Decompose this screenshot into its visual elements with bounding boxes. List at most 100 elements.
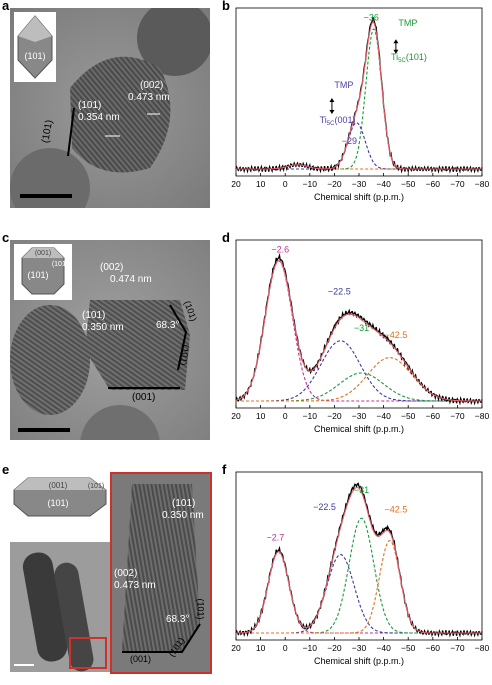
x-tick-label: −70 [450,643,465,653]
x-tick-label: 10 [256,411,266,421]
lattice-plane-c-mid: (101) [82,310,106,321]
x-axis-label: Chemical shift (p.p.m.) [314,656,404,666]
x-tick-label: −50 [401,643,416,653]
panel-label-d: d [222,230,230,245]
lattice-label-e-2: (002) 0.473 nm [114,568,156,592]
peak-annotation: −29 [342,136,357,146]
peak-annotation: −2.7 [266,533,284,543]
peak-annotation: −36 [364,13,379,23]
x-tick-label: −80 [475,411,490,421]
x-tick-label: 20 [231,411,241,421]
x-tick-label: −60 [426,179,441,189]
peak-annotation: Ti5C(001) [320,115,356,127]
peak-annotation: TMP [334,80,353,90]
lattice-label-e-1: (101) 0.350 nm [162,498,204,522]
tem-zoom-e: (101) 0.350 nm (002) 0.473 nm 68.3° (001… [110,472,212,674]
x-tick-label: −40 [376,643,391,653]
x-tick-label: 20 [231,643,241,653]
tem-graphic-a [10,8,210,208]
x-tick-label: 0 [283,411,288,421]
peak-annotation: TMP [398,18,417,28]
experimental-spectrum [235,16,483,174]
x-tick-label: −20 [327,411,342,421]
arrow-head-down [329,110,335,114]
lattice-label-a-1: (101) 0.354 nm [78,100,120,124]
panel-label-b: b [222,0,230,13]
tem-image-a: (101) (101) 0.354 nm (002) 0.473 nm (101… [10,8,210,208]
peak-annotation: Ti5C(101) [391,52,427,64]
lattice-plane-e-2: (002) [114,568,138,579]
nmr-chart-d: 20 10 0 −10 −20 −30 −40 −50 −60 −70 −80 Chemical sh… [231,239,489,445]
edge-label-e-3: (101) [195,598,206,620]
inset-facet-e-2: (001) [49,481,68,490]
x-tick-label: −50 [401,179,416,189]
lattice-label-c-top: (002) 0.474 nm [100,262,152,286]
x-tick-label: −60 [426,643,441,653]
lattice-plane-a-2: (002) [140,80,164,91]
x-tick-label: −80 [475,643,490,653]
inset-facet-c-1: (101) [27,270,48,280]
inset-facet-c-3: (001) [35,250,51,257]
lattice-spacing-a-1: 0.354 nm [78,112,120,123]
x-tick-label: −10 [303,643,318,653]
inset-facet-e-3: (101) [88,483,104,490]
lattice-plane-e-1: (101) [172,498,196,509]
nmr-chart-d-svg: 20 10 0 −10 −20 −30 −40 −50 −60 −70 −80 Chemical sh… [231,239,489,434]
x-tick-label: −30 [352,643,367,653]
peak-annotation: −42.5 [385,505,408,515]
peak-annotation: −31 [354,485,369,495]
nmr-chart-f-svg: 20 10 0 −10 −20 −30 −40 −50 −60 −70 −80 Chemical sh… [231,471,489,666]
tem-image-c: (101) (101) (001) (002) 0.474 nm (101) 0… [10,240,210,440]
x-axis-label: Chemical shift (p.p.m.) [314,424,404,434]
fit-component-curve [236,357,482,402]
arrow-head-up [393,39,399,44]
fit-envelope-curve [236,21,482,170]
lattice-spacing-e-2: 0.473 nm [114,580,156,591]
lattice-spacing-e-1: 0.350 nm [162,510,204,521]
fit-component-curve [236,372,482,402]
angle-label-e: 68.3° [166,614,190,625]
lattice-spacing-c-mid: 0.350 nm [82,322,124,333]
lattice-spacing-a-2: 0.473 nm [128,92,170,103]
angle-label-c: 68.3° [156,320,180,331]
x-tick-label: −70 [450,179,465,189]
x-tick-label: −30 [352,179,367,189]
plot-frame [235,471,483,641]
experimental-spectrum [235,482,483,638]
arrow-head-up [329,98,335,102]
x-tick-label: −70 [450,411,465,421]
fit-envelope-curve [235,260,482,402]
plot-frame [235,7,483,177]
peak-annotation: −31 [354,323,369,333]
peak-annotation: −22.5 [328,287,351,297]
fit-component-curve [236,540,482,634]
x-axis-label: Chemical shift (p.p.m.) [314,192,404,202]
nmr-chart-f: 20 10 0 −10 −20 −30 −40 −50 −60 −70 −80 Chemical sh… [231,471,489,677]
x-tick-label: −80 [475,179,490,189]
crystal-inset-c: (101) (101) (001) [14,244,72,300]
inset-facet-a: (101) [24,51,45,61]
panel-label-f: f [222,462,227,477]
x-tick-label: 10 [256,179,266,189]
fit-envelope-curve [236,486,482,634]
lattice-plane-a-1: (101) [78,100,102,111]
x-tick-label: −20 [327,179,342,189]
lattice-plane-c-top: (002) [100,262,124,273]
edge-label-e-1: (001) [130,654,152,664]
fit-component-curve [236,122,482,170]
x-tick-label: −60 [426,411,441,421]
x-tick-label: 0 [283,643,288,653]
inset-facet-e-1: (101) [47,498,68,508]
lattice-spacing-c-top: 0.474 nm [110,274,152,285]
arrow-head-down [393,49,399,54]
x-tick-label: −40 [376,179,391,189]
panel-label-e: e [2,462,10,477]
nmr-chart-b: 20 10 0 −10 −20 −30 −40 −50 −60 −70 −80 Chemical sh… [231,7,489,213]
x-tick-label: −50 [401,411,416,421]
tem-overview-e [10,542,110,672]
tem-image-e: (101) (001) (101) (101) 0.350 nm [10,472,212,674]
x-tick-label: −10 [303,411,318,421]
x-tick-label: 10 [256,643,266,653]
x-tick-label: 20 [231,179,241,189]
x-tick-label: −30 [352,411,367,421]
